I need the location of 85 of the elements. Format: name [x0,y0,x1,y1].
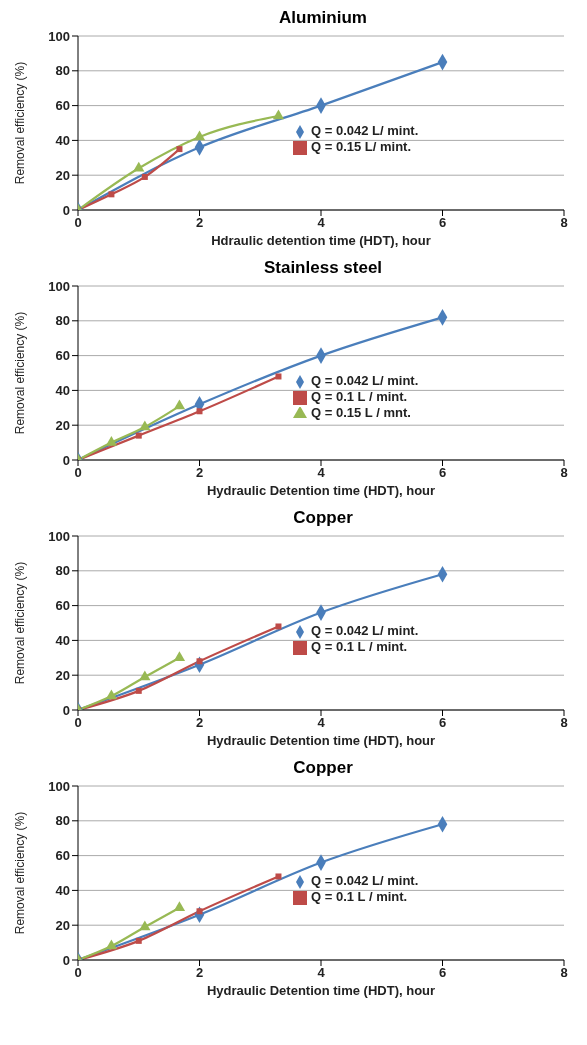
legend-label: Q = 0.1 L / mint. [311,389,408,404]
legend-label: Q = 0.042 L/ mint. [311,623,419,638]
y-tick-label: 80 [55,63,70,79]
y-tick-label: 0 [62,952,70,968]
y-tick-label: 100 [48,28,70,44]
point [173,399,186,410]
x-tick-label: 4 [317,465,326,481]
y-tick-label: 60 [55,98,70,114]
legend-label: Q = 0.15 L / mnt. [311,405,411,420]
legend-label: Q = 0.15 L/ mint. [311,139,412,154]
x-tick-label: 6 [438,965,447,981]
x-axis-title: Hydraulic Detention time (HDT), hour [206,733,436,749]
y-tick-label: 20 [55,667,70,683]
chart-title: Aluminium [278,8,368,28]
point [275,873,282,880]
point [141,173,148,180]
y-tick-label: 100 [48,278,70,294]
y-tick-label: 20 [55,417,70,433]
y-tick-label: 0 [62,452,70,468]
point [105,939,118,950]
y-tick-label: 40 [55,883,70,899]
x-tick-label: 6 [438,465,447,481]
legend-label: Q = 0.042 L/ mint. [311,373,419,388]
y-tick-label: 20 [55,917,70,933]
y-axis-title: Removal efficiency (%) [13,311,28,435]
y-tick-label: 0 [62,702,70,718]
x-tick-label: 8 [560,215,568,231]
y-tick-label: 40 [55,633,70,649]
x-tick-label: 0 [74,715,82,731]
x-tick-label: 0 [74,465,82,481]
x-tick-label: 0 [74,215,82,231]
y-tick-label: 0 [62,202,70,218]
y-tick-label: 100 [48,528,70,544]
point [135,937,142,944]
point [275,373,282,380]
y-tick-label: 20 [55,167,70,183]
point [139,670,151,681]
y-tick-label: 40 [55,383,70,399]
y-tick-label: 80 [55,563,70,579]
point [108,191,115,198]
x-tick-label: 8 [560,715,568,731]
x-axis-title: Hydraulic Detention time (HDT), hour [206,983,436,999]
y-tick-label: 60 [55,848,70,864]
point [275,623,282,630]
point [135,687,142,694]
legend-label: Q = 0.042 L/ mint. [311,873,419,888]
point [193,130,206,141]
y-tick-label: 60 [55,598,70,614]
chart-title: Copper [292,758,354,778]
point [196,408,203,415]
x-tick-label: 2 [195,965,204,981]
legend-label: Q = 0.042 L/ mint. [311,123,419,138]
x-tick-label: 8 [560,465,568,481]
point [272,109,285,120]
point [139,920,151,931]
x-tick-label: 0 [74,965,82,981]
y-tick-label: 80 [55,313,70,329]
x-axis-title: Hdraulic detention time (HDT), hour [211,233,431,249]
x-tick-label: 6 [438,215,447,231]
chart-title: Copper [292,508,354,528]
y-tick-label: 40 [55,133,70,149]
point [173,901,186,912]
point [139,420,151,431]
point [173,651,186,662]
y-axis-title: Removal efficiency (%) [13,61,28,185]
point [105,689,118,700]
x-axis-title: Hydraulic Detention time (HDT), hour [206,483,436,499]
y-tick-label: 80 [55,813,70,829]
y-axis-title: Removal efficiency (%) [13,561,28,685]
x-tick-label: 4 [317,215,326,231]
y-tick-label: 60 [55,348,70,364]
x-tick-label: 4 [317,715,326,731]
chart-title: Stainless steel [262,258,384,278]
x-tick-label: 6 [438,715,447,731]
x-tick-label: 8 [560,965,568,981]
y-tick-label: 100 [48,778,70,794]
x-tick-label: 4 [317,965,326,981]
x-tick-label: 2 [195,215,204,231]
x-tick-label: 2 [195,465,204,481]
legend-label: Q = 0.1 L / mint. [311,889,408,904]
y-axis-title: Removal efficiency (%) [13,811,28,935]
legend-label: Q = 0.1 L / mint. [311,639,408,654]
point [176,146,183,153]
point [135,432,142,439]
x-tick-label: 2 [195,715,204,731]
